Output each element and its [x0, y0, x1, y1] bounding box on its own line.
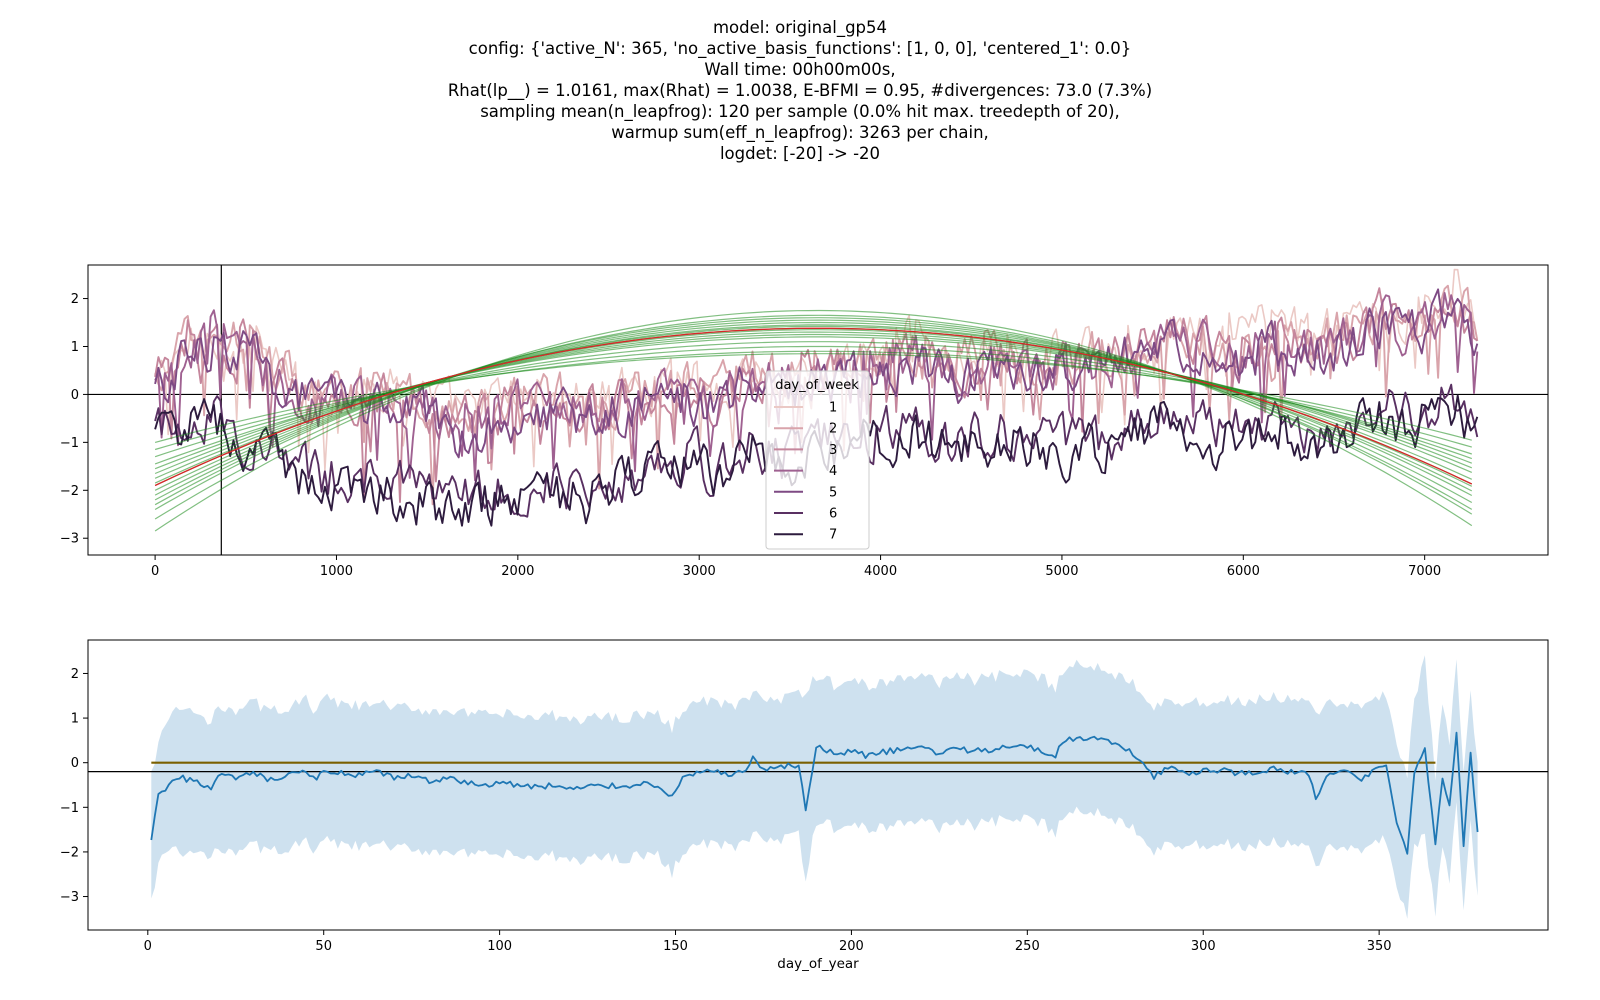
- top-y-tick-label: −3: [60, 532, 79, 547]
- bottom-x-tick-label: 150: [663, 939, 688, 954]
- bottom-x-tick-label: 100: [487, 939, 512, 954]
- legend-label-day-2: 2: [829, 422, 837, 437]
- bottom-y-tick-label: 2: [71, 667, 79, 682]
- time-series-panel: 0 1000 2000 3000 4000 5000 6000 7000 2 1 0 −1 −2 −3 d…: [60, 265, 1548, 579]
- bottom-y-tick-label: −2: [60, 845, 79, 860]
- bottom-x-tick-label: 350: [1367, 939, 1392, 954]
- legend-label-day-5: 5: [829, 485, 837, 500]
- day-of-year-panel: 0 50 100 150 200 250 300 350 2 1 0 −1 −2 −3 day_of_ye…: [60, 640, 1548, 972]
- top-y-tick-label: −1: [60, 436, 79, 451]
- top-x-tick-label: 0: [151, 564, 159, 579]
- legend-label-day-6: 6: [829, 507, 837, 522]
- legend-label-day-4: 4: [829, 464, 837, 479]
- bottom-x-tick-label: 0: [144, 939, 152, 954]
- bottom-x-tick-label: 300: [1191, 939, 1216, 954]
- top-x-tick-label: 3000: [683, 564, 716, 579]
- top-y-tick-label: 0: [71, 388, 79, 403]
- bottom-y-tick-label: −1: [60, 801, 79, 816]
- bottom-x-tick-label: 50: [315, 939, 332, 954]
- legend-box: [766, 371, 869, 549]
- top-y-tick-label: −2: [60, 484, 79, 499]
- top-y-tick-label: 1: [71, 340, 79, 355]
- top-x-tick-label: 4000: [864, 564, 897, 579]
- legend-day-of-week: day_of_week 1 2 3 4 5 6 7: [766, 371, 869, 549]
- top-x-tick-label: 5000: [1045, 564, 1078, 579]
- legend-label-day-1: 1: [829, 401, 837, 416]
- top-y-tick-label: 2: [71, 292, 79, 307]
- legend-title: day_of_week: [775, 378, 859, 393]
- legend-label-day-7: 7: [829, 528, 837, 543]
- legend-label-day-3: 3: [829, 443, 837, 458]
- bottom-y-tick-label: −3: [60, 890, 79, 905]
- bottom-x-tick-label: 200: [839, 939, 864, 954]
- x-axis-label-day-of-year: day_of_year: [777, 956, 859, 972]
- bottom-x-tick-label: 250: [1015, 939, 1040, 954]
- top-x-tick-label: 6000: [1227, 564, 1260, 579]
- bottom-y-tick-label: 0: [71, 756, 79, 771]
- top-x-tick-label: 7000: [1408, 564, 1441, 579]
- top-x-tick-label: 1000: [320, 564, 353, 579]
- top-x-tick-label: 2000: [501, 564, 534, 579]
- bottom-y-tick-label: 1: [71, 712, 79, 727]
